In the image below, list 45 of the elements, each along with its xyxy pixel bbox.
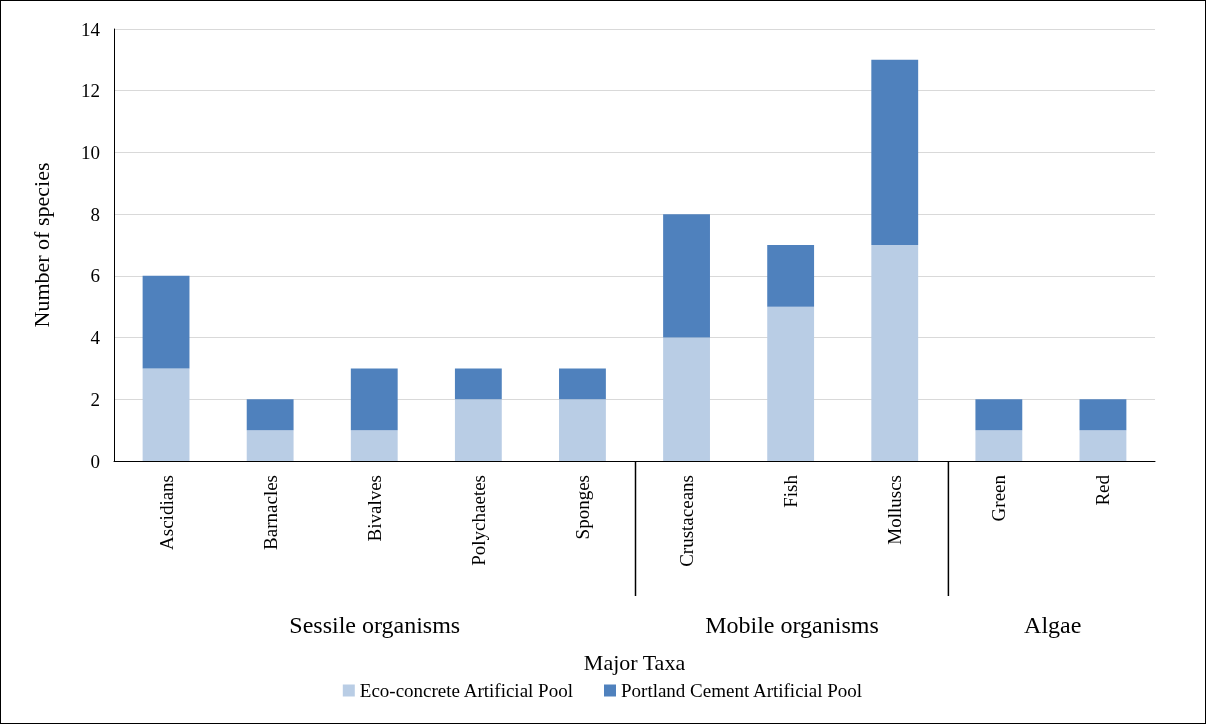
bar — [142, 275, 190, 369]
bar — [246, 399, 294, 431]
bar — [767, 245, 815, 307]
x-tick-label: Green — [988, 474, 1010, 522]
y-tick-label: 2 — [90, 388, 100, 410]
x-axis-title: Major Taxa — [583, 649, 686, 675]
bar — [975, 430, 1023, 461]
bar — [871, 245, 919, 461]
x-tick-label: Crustaceans — [676, 475, 698, 567]
bar — [663, 337, 710, 461]
bar — [1079, 430, 1127, 461]
x-tick-label: Fish — [780, 474, 802, 508]
bar — [767, 306, 815, 461]
x-tick-label: Sponges — [571, 475, 593, 540]
bar — [559, 368, 606, 400]
bar — [871, 59, 919, 245]
x-tick-label: Polychaetes — [467, 475, 489, 566]
bar — [559, 399, 606, 461]
text: Sessile organisms — [289, 612, 461, 638]
bar — [975, 399, 1023, 431]
text: Mobile organisms — [705, 612, 879, 638]
bar — [142, 368, 190, 461]
bar — [246, 430, 294, 461]
bar — [1079, 399, 1127, 431]
bar — [350, 368, 398, 431]
x-tick-label: Barnacles — [259, 475, 281, 550]
y-tick-label: 14 — [81, 18, 101, 40]
bar — [454, 399, 502, 461]
legend-label: Portland Cement Artificial Pool — [620, 680, 863, 701]
bar — [663, 214, 710, 338]
x-tick-label: Ascidians — [155, 475, 177, 550]
x-tick-label: Red — [1092, 474, 1114, 506]
x-tick-label: Molluscs — [884, 475, 906, 545]
y-tick-label: 12 — [81, 80, 100, 102]
bar — [350, 430, 398, 461]
y-axis-title: Number of species — [28, 162, 54, 328]
y-tick-label: 10 — [81, 141, 100, 163]
y-tick-label: 8 — [90, 203, 100, 225]
y-tick-label: 6 — [90, 265, 100, 287]
y-tick-label: 0 — [90, 450, 100, 472]
x-tick-label: Bivalves — [363, 475, 385, 542]
y-tick-label: 4 — [90, 327, 101, 349]
legend-label: Eco-concrete Artificial Pool — [359, 680, 573, 701]
bar — [454, 368, 502, 400]
text: Algae — [1024, 612, 1082, 638]
